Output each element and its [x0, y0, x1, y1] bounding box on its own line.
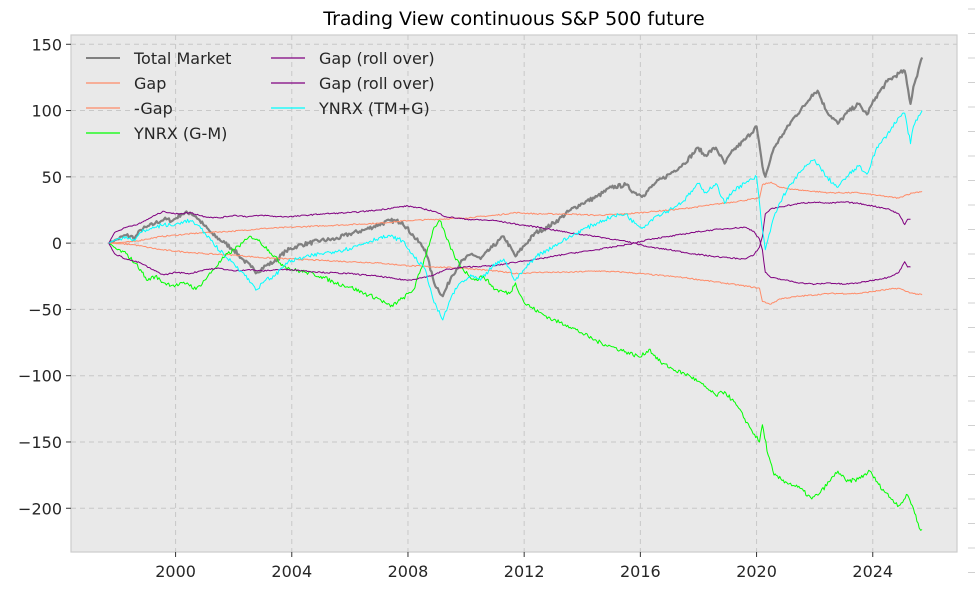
- chart-title: Trading View continuous S&P 500 future: [322, 8, 704, 30]
- x-tick-label: 2020: [736, 562, 777, 581]
- legend-label: Total Market: [133, 49, 231, 68]
- y-tick-label: 100: [31, 102, 62, 121]
- series-line-ynrx-tm-g: [108, 110, 923, 321]
- y-tick-label: 50: [42, 168, 62, 187]
- series-line-gap: [108, 242, 923, 305]
- y-tick-label: 150: [31, 35, 62, 54]
- series-lines: [108, 57, 924, 531]
- legend-label: -Gap: [134, 99, 173, 118]
- x-tick-label: 2024: [852, 562, 893, 581]
- y-tick-label: −100: [18, 367, 62, 386]
- series-line-gap-roll-over: [108, 205, 911, 286]
- x-axis: 2000 2004 2008 2012 2016 2020 2024: [155, 552, 893, 581]
- series-line-ynrx-g-m: [108, 220, 923, 531]
- plot-area: [70, 34, 958, 553]
- y-tick-label: −200: [18, 499, 62, 518]
- x-tick-label: 2008: [388, 562, 429, 581]
- y-tick-label: −150: [18, 433, 62, 452]
- legend-label: YNRX (TM+G): [318, 99, 430, 118]
- x-tick-label: 2004: [271, 562, 312, 581]
- x-tick-label: 2016: [620, 562, 661, 581]
- legend-label: Gap (roll over): [319, 74, 435, 93]
- y-tick-label: −50: [28, 300, 62, 319]
- right-edge-marks: [968, 8, 975, 573]
- legend-label: YNRX (G-M): [133, 124, 227, 143]
- legend-label: Gap: [134, 74, 166, 93]
- grid: [71, 35, 957, 552]
- legend-label: Gap (roll over): [319, 49, 435, 68]
- series-line-total-market: [108, 57, 924, 298]
- y-tick-label: 0: [52, 234, 62, 253]
- y-axis: 150 100 50 0 −50 −100 −150 −200: [18, 35, 71, 518]
- legend: Total Market Gap -Gap YNRX (G-M) Gap (roll o…: [86, 49, 435, 143]
- series-line-gap: [108, 181, 923, 244]
- x-tick-label: 2012: [504, 562, 545, 581]
- x-tick-label: 2000: [155, 562, 196, 581]
